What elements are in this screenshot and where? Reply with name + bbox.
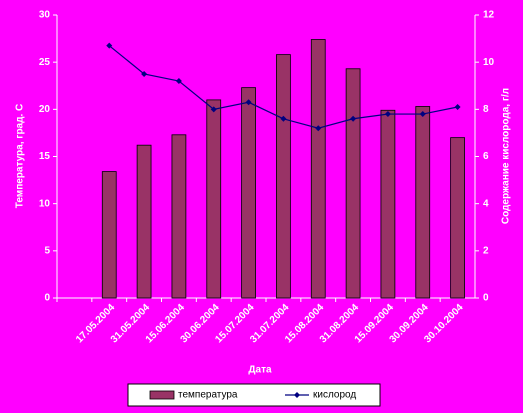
y2-axis-label: Содержание кислорода, г/л xyxy=(501,88,512,224)
y-tick-label: 5 xyxy=(44,245,50,256)
y2-tick-label: 10 xyxy=(483,57,495,68)
y2-tick-label: 6 xyxy=(483,151,489,162)
y2-tick-label: 2 xyxy=(483,245,489,256)
marker xyxy=(384,111,391,118)
y-tick-label: 20 xyxy=(39,104,51,115)
y-tick-label: 30 xyxy=(39,10,51,21)
legend-marker xyxy=(294,392,300,398)
y-tick-label: 10 xyxy=(39,198,51,209)
y2-tick-label: 4 xyxy=(483,198,489,209)
y2-tick-label: 8 xyxy=(483,104,489,115)
legend xyxy=(127,383,381,407)
legend-label: температура xyxy=(178,390,238,401)
bar xyxy=(345,68,361,299)
legend-swatch xyxy=(149,390,175,400)
marker xyxy=(175,78,182,85)
bar xyxy=(380,109,396,299)
bar xyxy=(101,171,117,299)
marker xyxy=(350,115,357,122)
y-tick-label: 15 xyxy=(39,151,51,162)
bar xyxy=(206,99,222,299)
bar xyxy=(450,137,465,299)
marker xyxy=(141,70,148,77)
marker xyxy=(280,115,287,122)
y2-tick-label: 12 xyxy=(483,10,495,21)
marker xyxy=(419,111,426,118)
marker xyxy=(106,42,113,49)
bar xyxy=(310,39,326,299)
bar xyxy=(276,54,291,299)
y-axis-label: Температура, град. С xyxy=(15,104,26,208)
bar xyxy=(241,87,256,299)
bar xyxy=(136,144,152,299)
bar xyxy=(415,106,431,299)
marker xyxy=(245,99,252,106)
x-axis-label: Дата xyxy=(248,365,272,376)
y-tick-label: 25 xyxy=(39,57,51,68)
marker xyxy=(454,103,461,110)
y-tick-label: 0 xyxy=(44,293,50,304)
bar xyxy=(171,134,187,299)
marker xyxy=(315,125,322,132)
y2-tick-label: 0 xyxy=(483,293,489,304)
legend-label: кислород xyxy=(313,390,356,401)
marker xyxy=(210,106,217,113)
